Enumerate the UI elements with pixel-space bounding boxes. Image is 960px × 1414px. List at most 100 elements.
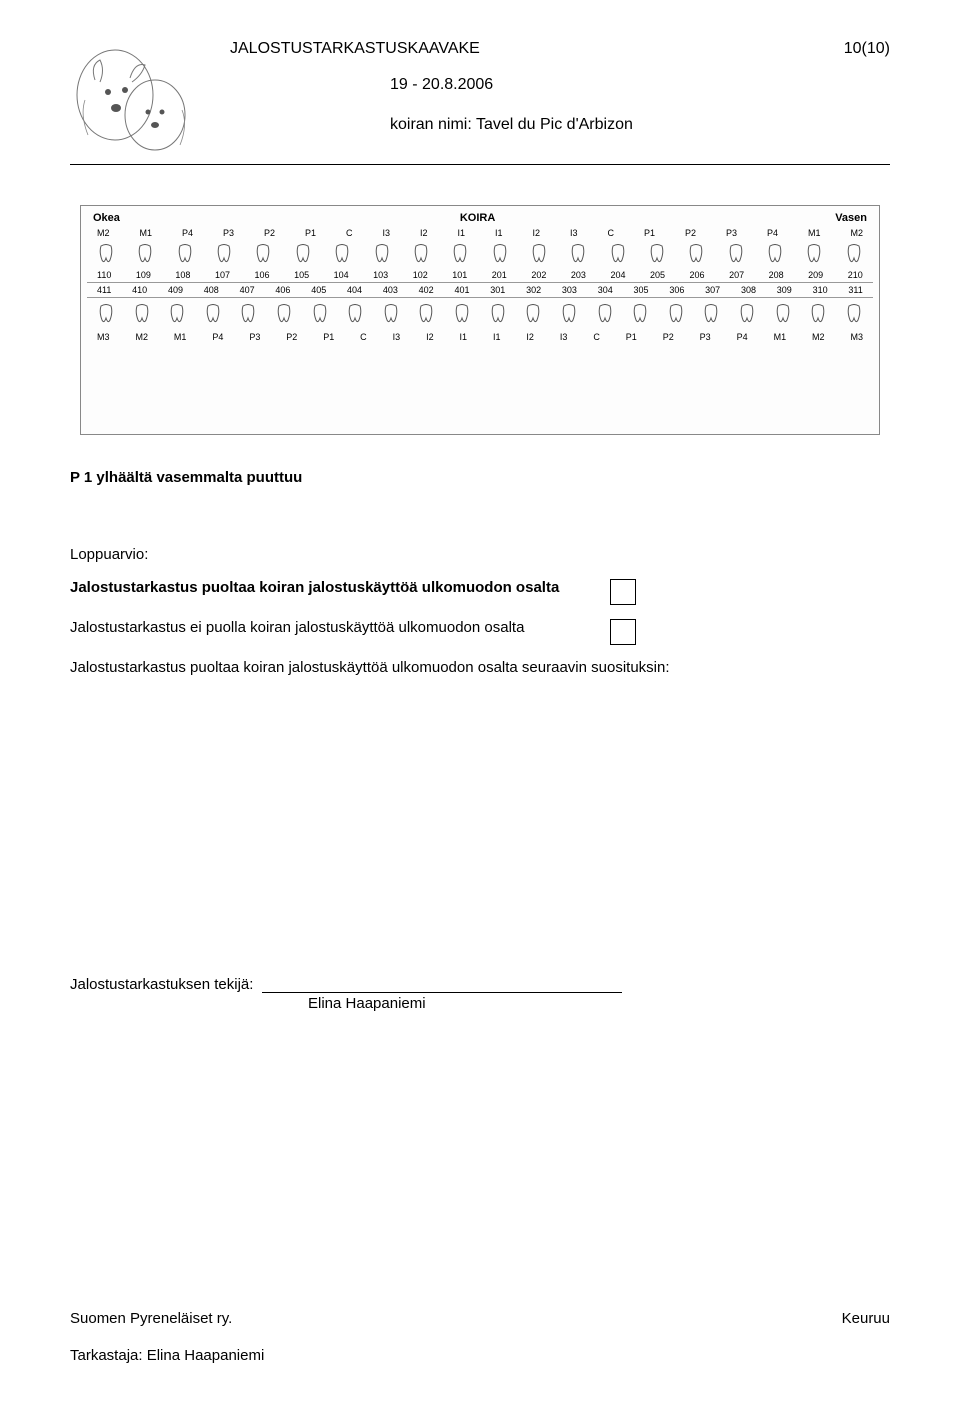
examiner-underline bbox=[262, 992, 622, 993]
page-number: 10(10) bbox=[844, 40, 890, 58]
chart-cell: M3 bbox=[97, 332, 110, 342]
chart-cell: P3 bbox=[726, 228, 737, 238]
chart-cell: P3 bbox=[249, 332, 260, 342]
chart-cell: I1 bbox=[457, 228, 465, 238]
lower-tooth-labels: M3M2M1P4P3P2P1CI3I2I1I1I2I3CP1P2P3P4M1M2… bbox=[87, 332, 873, 342]
upper-numbers: 1101091081071061051041031021012012022032… bbox=[87, 270, 873, 283]
tooth-shape bbox=[254, 244, 272, 266]
chart-cell: 203 bbox=[571, 270, 586, 280]
footer-place: Keuruu bbox=[842, 1310, 890, 1327]
tooth-shape bbox=[346, 304, 364, 326]
tooth-shape bbox=[596, 304, 614, 326]
tooth-shape bbox=[417, 304, 435, 326]
option-2-text: Jalostustarkastus ei puolla koiran jalos… bbox=[70, 619, 590, 636]
chart-cell: P2 bbox=[286, 332, 297, 342]
chart-cell: C bbox=[346, 228, 353, 238]
tooth-shape bbox=[609, 244, 627, 266]
chart-cell: P2 bbox=[264, 228, 275, 238]
chart-cell: I3 bbox=[382, 228, 390, 238]
lower-teeth-row bbox=[87, 300, 873, 330]
chart-cell: 102 bbox=[413, 270, 428, 280]
chart-cell: 309 bbox=[777, 285, 792, 295]
dog-name-line: koiran nimi: Tavel du Pic d'Arbizon bbox=[230, 116, 890, 134]
footer-tarkastaja-label: Tarkastaja: bbox=[70, 1347, 143, 1364]
chart-cell: P1 bbox=[323, 332, 334, 342]
tooth-shape bbox=[766, 244, 784, 266]
tooth-shape bbox=[133, 304, 151, 326]
option-2-checkbox[interactable] bbox=[610, 619, 636, 645]
option-row-3: Jalostustarkastus puoltaa koiran jalostu… bbox=[70, 659, 890, 676]
tooth-shape bbox=[569, 244, 587, 266]
header-text-block: JALOSTUSTARKASTUSKAAVAKE 10(10) 19 - 20.… bbox=[200, 40, 890, 142]
body-content: P 1 ylhäältä vasemmalta puuttuu Loppuarv… bbox=[70, 469, 890, 1012]
chart-cell: 410 bbox=[132, 285, 147, 295]
tooth-shape bbox=[453, 304, 471, 326]
dental-chart: Okea KOIRA Vasen M2M1P4P3P2P1CI3I2I1I1I2… bbox=[80, 205, 880, 435]
chart-cell: M2 bbox=[135, 332, 148, 342]
chart-cell: I3 bbox=[570, 228, 578, 238]
chart-cell: 303 bbox=[562, 285, 577, 295]
tooth-shape bbox=[412, 244, 430, 266]
chart-cell: 305 bbox=[634, 285, 649, 295]
chart-cell: I1 bbox=[460, 332, 468, 342]
chart-cell: 409 bbox=[168, 285, 183, 295]
tooth-shape bbox=[204, 304, 222, 326]
tooth-shape bbox=[168, 304, 186, 326]
chart-cell: M1 bbox=[774, 332, 787, 342]
chart-cell: M2 bbox=[812, 332, 825, 342]
chart-cell: I2 bbox=[426, 332, 434, 342]
tooth-shape bbox=[333, 244, 351, 266]
tooth-shape bbox=[382, 304, 400, 326]
chart-cell: M3 bbox=[850, 332, 863, 342]
tooth-shape bbox=[451, 244, 469, 266]
chart-cell: P3 bbox=[700, 332, 711, 342]
chart-cell: P1 bbox=[644, 228, 655, 238]
date-line: 19 - 20.8.2006 bbox=[230, 76, 890, 94]
chart-cell: M2 bbox=[850, 228, 863, 238]
chart-cell: P2 bbox=[685, 228, 696, 238]
chart-cell: 404 bbox=[347, 285, 362, 295]
dental-chart-inner: Okea KOIRA Vasen M2M1P4P3P2P1CI3I2I1I1I2… bbox=[81, 206, 879, 434]
chart-cell: P4 bbox=[182, 228, 193, 238]
tooth-shape bbox=[239, 304, 257, 326]
examiner-row: Jalostustarkastuksen tekijä: bbox=[70, 976, 890, 993]
chart-cell: 306 bbox=[669, 285, 684, 295]
tooth-shape bbox=[667, 304, 685, 326]
tooth-shape bbox=[845, 244, 863, 266]
chart-cell: P4 bbox=[737, 332, 748, 342]
footer-tarkastaja-name: Elina Haapaniemi bbox=[147, 1347, 265, 1364]
tooth-shape bbox=[805, 244, 823, 266]
chart-cell: 407 bbox=[240, 285, 255, 295]
chart-cell: C bbox=[360, 332, 367, 342]
chart-cell: 110 bbox=[97, 270, 111, 280]
footer-line-2: Tarkastaja: Elina Haapaniemi bbox=[70, 1347, 890, 1364]
lower-numbers: 4114104094084074064054044034024013013023… bbox=[87, 285, 873, 298]
option-1-checkbox[interactable] bbox=[610, 579, 636, 605]
chart-cell: 405 bbox=[311, 285, 326, 295]
chart-cell: 101 bbox=[452, 270, 467, 280]
name-label: koiran nimi: bbox=[390, 116, 472, 133]
tooth-shape bbox=[311, 304, 329, 326]
tooth-shape bbox=[774, 304, 792, 326]
chart-cell: 201 bbox=[492, 270, 507, 280]
chart-cell: I3 bbox=[560, 332, 568, 342]
tooth-shape bbox=[97, 244, 115, 266]
chart-cell: 302 bbox=[526, 285, 541, 295]
tooth-shape bbox=[524, 304, 542, 326]
header-row: JALOSTUSTARKASTUSKAAVAKE 10(10) 19 - 20.… bbox=[70, 40, 890, 160]
tooth-shape bbox=[702, 304, 720, 326]
option-3-text: Jalostustarkastus puoltaa koiran jalostu… bbox=[70, 659, 890, 676]
tooth-shape bbox=[294, 244, 312, 266]
chart-cell: I2 bbox=[526, 332, 534, 342]
chart-cell: 402 bbox=[419, 285, 434, 295]
chart-cell: 403 bbox=[383, 285, 398, 295]
chart-cell: 208 bbox=[769, 270, 784, 280]
chart-cell: C bbox=[593, 332, 600, 342]
chart-cell: M1 bbox=[140, 228, 153, 238]
tooth-shape bbox=[491, 244, 509, 266]
chart-cell: M1 bbox=[174, 332, 187, 342]
chart-cell: 207 bbox=[729, 270, 744, 280]
chart-cell: I3 bbox=[393, 332, 401, 342]
tooth-shape bbox=[215, 244, 233, 266]
chart-cell: 307 bbox=[705, 285, 720, 295]
